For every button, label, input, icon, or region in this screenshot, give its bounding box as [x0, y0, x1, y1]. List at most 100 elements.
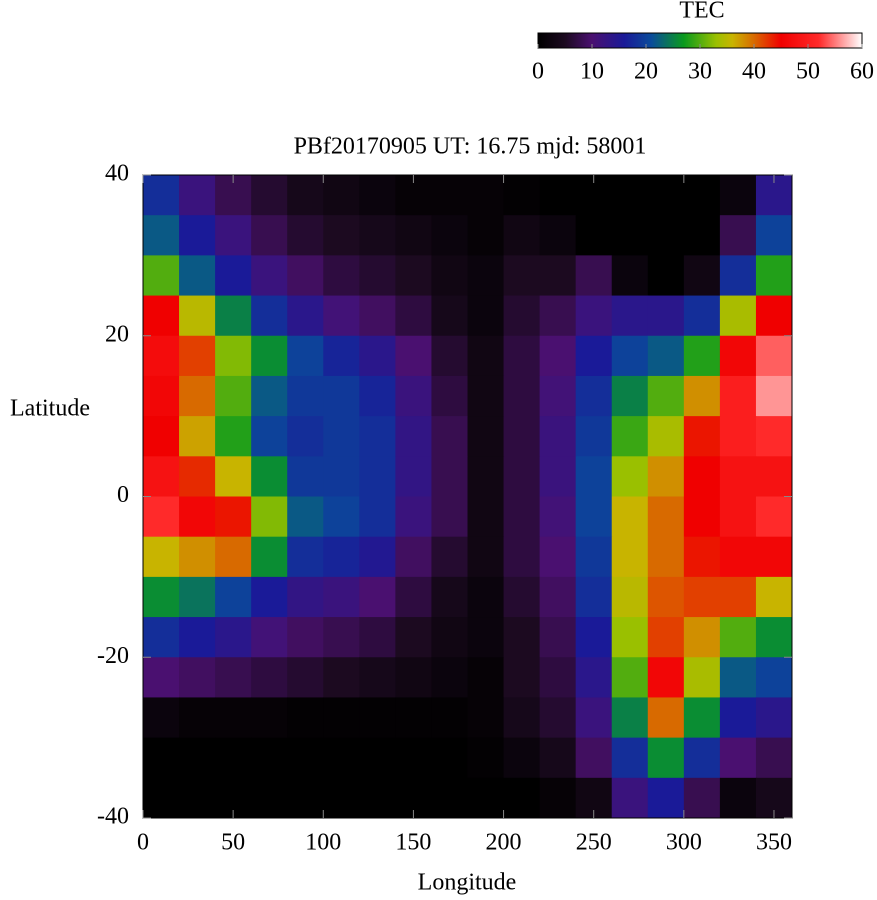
heat-cell [647, 697, 685, 739]
heat-cell [359, 576, 396, 618]
heat-cell [431, 536, 468, 578]
heat-cell [359, 657, 396, 698]
heat-cell [179, 536, 216, 578]
heat-cell [287, 175, 324, 216]
heat-cell [503, 576, 541, 618]
heat-cell [323, 175, 360, 216]
heat-cell [575, 737, 613, 779]
heat-cell [323, 576, 360, 618]
heat-cell [395, 416, 432, 457]
heat-cell [575, 617, 613, 658]
heat-cell [179, 175, 216, 216]
heat-cell [431, 777, 468, 819]
x-axis-label: Longitude [418, 870, 517, 896]
heat-cell [359, 536, 396, 578]
heat-cell [431, 657, 468, 698]
heat-cell [395, 697, 432, 739]
heat-cell [323, 335, 360, 377]
heat-cell [503, 295, 541, 337]
heat-cell [647, 215, 685, 256]
colorbar-tick-label: 40 [742, 59, 766, 85]
heat-cell [431, 617, 468, 658]
heat-cell [647, 416, 685, 457]
heat-cell [575, 416, 613, 457]
heat-cell [503, 215, 541, 256]
heat-cell [719, 456, 757, 497]
heat-cell [287, 255, 324, 297]
heat-cell [719, 375, 757, 417]
heat-cell [467, 335, 505, 377]
heat-cell [719, 777, 757, 819]
heat-cell [323, 617, 360, 658]
heat-cell [143, 335, 180, 377]
heat-cell [611, 617, 649, 658]
heat-cell [359, 737, 396, 779]
heat-cell [251, 737, 288, 779]
heat-cell [503, 255, 541, 297]
heat-cell [683, 617, 721, 658]
heat-cell [215, 536, 252, 578]
heat-cell [287, 697, 324, 739]
heat-cell [287, 536, 324, 578]
heat-cell [755, 536, 793, 578]
heat-cell [539, 536, 577, 578]
heat-cell [431, 375, 468, 417]
heat-cell [359, 777, 396, 819]
heat-cell [611, 737, 649, 779]
heat-cell [467, 777, 505, 819]
y-tick-label: 40 [105, 161, 129, 187]
heat-cell [719, 496, 757, 538]
heat-cell [755, 255, 793, 297]
heat-cell [611, 295, 649, 337]
heat-cell [467, 456, 505, 497]
heat-cell [683, 496, 721, 538]
heat-cell [539, 335, 577, 377]
heat-cell [179, 777, 216, 819]
heat-cell [323, 657, 360, 698]
heat-cell [539, 777, 577, 819]
heat-cell [611, 335, 649, 377]
heat-cell [539, 617, 577, 658]
heat-cell [215, 335, 252, 377]
heat-cell [647, 496, 685, 538]
heat-cell [179, 576, 216, 618]
heat-cell [575, 255, 613, 297]
heat-cell [719, 576, 757, 618]
heat-cell [395, 496, 432, 538]
heat-cell [719, 175, 757, 216]
heat-cell [179, 375, 216, 417]
heat-cell [215, 737, 252, 779]
heat-cell [431, 215, 468, 256]
heat-cell [431, 175, 468, 216]
heat-cell [647, 737, 685, 779]
heat-cell [683, 175, 721, 216]
heat-cell [611, 777, 649, 819]
heat-cell [755, 416, 793, 457]
heat-cell [611, 657, 649, 698]
heat-cell [467, 576, 505, 618]
heat-cell [179, 697, 216, 739]
heat-cell [215, 576, 252, 618]
heat-cell [323, 536, 360, 578]
heat-cell [431, 416, 468, 457]
heat-cell [323, 737, 360, 779]
heat-cell [467, 536, 505, 578]
heat-cell [503, 456, 541, 497]
heat-cell [251, 175, 288, 216]
heat-cell [143, 496, 180, 538]
heat-cell [719, 536, 757, 578]
heat-cell [647, 335, 685, 377]
heat-cell [251, 617, 288, 658]
heat-cell [683, 416, 721, 457]
heat-cell [287, 576, 324, 618]
heat-cell [395, 617, 432, 658]
heat-cell [359, 175, 396, 216]
heat-cell [359, 255, 396, 297]
heat-cell [143, 416, 180, 457]
heat-cell [755, 617, 793, 658]
heat-cell [647, 536, 685, 578]
heat-cell [539, 255, 577, 297]
heat-cell [719, 335, 757, 377]
heat-cell [323, 295, 360, 337]
